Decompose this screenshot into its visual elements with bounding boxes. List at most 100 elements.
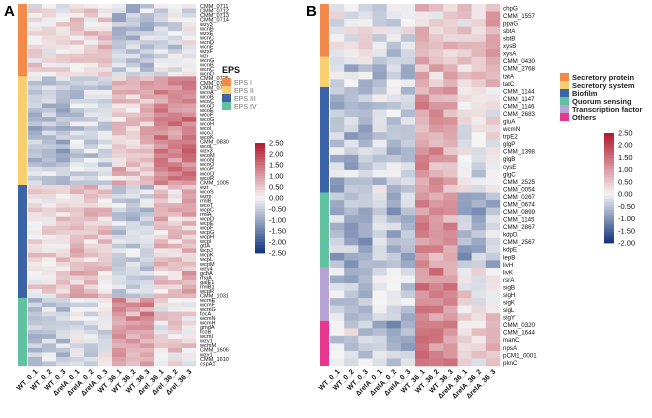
heatmap-cell <box>182 270 197 276</box>
heatmap-cell <box>112 194 127 199</box>
row-label: wcoI <box>199 126 212 132</box>
row-label: focA <box>200 312 211 318</box>
heatmap-cell <box>358 215 373 224</box>
heatmap-cell <box>168 225 183 231</box>
heatmap-cell <box>400 200 416 208</box>
heatmap-cell <box>42 153 57 159</box>
heatmap-cell <box>154 275 169 281</box>
heatmap-cell <box>400 192 416 201</box>
heatmap-cell <box>84 94 99 100</box>
heatmap-cell <box>154 212 169 217</box>
heatmap-cell <box>372 139 387 148</box>
row-label: wcnC <box>199 36 214 42</box>
heatmap-cell <box>344 245 359 254</box>
heatmap-cell <box>112 49 127 55</box>
heatmap-cell <box>98 221 113 227</box>
heatmap-cell <box>84 329 99 335</box>
heatmap-cell <box>182 347 197 353</box>
heatmap-cell <box>443 245 458 254</box>
heatmap-cell <box>372 124 387 133</box>
heatmap-cell <box>84 361 99 367</box>
heatmap-cell <box>358 305 373 314</box>
heatmap-cell <box>126 44 141 50</box>
heatmap-cell <box>471 147 487 156</box>
heatmap-cell <box>168 275 183 281</box>
row-label: sigY <box>503 315 515 322</box>
heatmap-cell <box>140 302 155 308</box>
heatmap-cell <box>42 162 57 168</box>
heatmap-cell <box>154 343 169 349</box>
heatmap-cell <box>28 153 43 159</box>
heatmap-cell <box>154 352 169 358</box>
colorbar-segment <box>604 185 614 189</box>
heatmap-cell <box>154 13 169 18</box>
heatmap-cell <box>98 316 113 322</box>
heatmap-cell <box>28 311 43 317</box>
heatmap-cell <box>154 130 169 136</box>
heatmap-cell <box>168 49 183 55</box>
heatmap-cell <box>168 284 183 290</box>
row-label: wcpJ <box>199 248 213 254</box>
heatmap-cell <box>56 203 71 208</box>
heatmap-cell <box>42 185 57 190</box>
heatmap-cell <box>400 34 416 43</box>
heatmap-cell <box>358 358 373 367</box>
heatmap-cell <box>42 53 57 59</box>
heatmap-cell <box>56 207 71 213</box>
heatmap-cell <box>42 58 57 64</box>
heatmap-cell <box>126 275 141 281</box>
row-label: wzy3 <box>199 22 213 28</box>
heatmap-cell <box>182 221 197 227</box>
heatmap-cell <box>112 8 127 14</box>
group-bar-0 <box>320 4 329 57</box>
heatmap-cell <box>84 126 99 131</box>
heatmap-cell <box>42 325 57 331</box>
heatmap-cell <box>457 305 472 314</box>
heatmap-cell <box>70 157 85 163</box>
heatmap-cell <box>42 221 57 227</box>
heatmap-cell <box>154 203 169 208</box>
group-bar-2 <box>320 86 329 193</box>
heatmap-cell <box>28 135 43 141</box>
heatmap-cell <box>415 169 430 178</box>
heatmap-cell <box>485 147 501 156</box>
heatmap-cell <box>112 80 127 86</box>
heatmap-cell <box>485 252 501 261</box>
heatmap-cell <box>400 147 416 156</box>
heatmap-cell <box>140 225 155 231</box>
heatmap-cell <box>28 157 43 163</box>
heatmap-cell <box>429 298 444 306</box>
heatmap-cell <box>471 200 487 208</box>
heatmap-cell <box>98 153 113 159</box>
heatmap-cell <box>358 41 373 50</box>
heatmap-cell <box>485 26 501 35</box>
heatmap-cell <box>372 169 387 178</box>
heatmap-cell <box>400 313 416 322</box>
heatmap-cell <box>154 94 169 100</box>
heatmap-cell <box>415 26 430 35</box>
legend-label: EPS I <box>234 80 252 87</box>
colorbar-segment <box>604 157 614 161</box>
heatmap-cell <box>485 313 501 322</box>
heatmap-cell <box>140 99 155 104</box>
heatmap-cell <box>457 162 472 171</box>
heatmap-cell <box>344 177 359 186</box>
heatmap-cell <box>471 49 487 58</box>
heatmap-cell <box>168 108 183 113</box>
heatmap-cell <box>70 347 85 353</box>
heatmap-cell <box>154 85 169 91</box>
heatmap-cell <box>386 185 402 193</box>
heatmap-cell <box>457 298 472 306</box>
heatmap-cell <box>182 103 197 109</box>
heatmap-cell <box>28 334 43 340</box>
heatmap-cell <box>98 325 113 331</box>
heatmap-cell <box>126 325 141 331</box>
heatmap-cell <box>182 62 197 68</box>
heatmap-cell <box>98 266 113 272</box>
heatmap-cell <box>28 234 43 240</box>
heatmap-cell <box>457 222 472 231</box>
heatmap-cell <box>98 289 113 294</box>
colorbar-segment <box>255 203 265 207</box>
heatmap-cell <box>126 280 141 285</box>
row-label: livH <box>503 262 513 269</box>
